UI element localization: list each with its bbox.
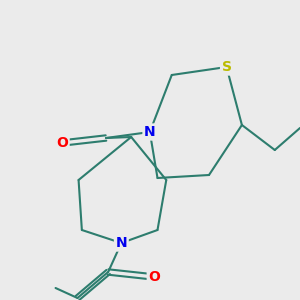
Text: O: O <box>148 270 160 284</box>
Text: S: S <box>222 60 232 74</box>
Text: N: N <box>144 125 156 139</box>
Text: O: O <box>56 136 68 150</box>
Text: N: N <box>116 236 127 250</box>
